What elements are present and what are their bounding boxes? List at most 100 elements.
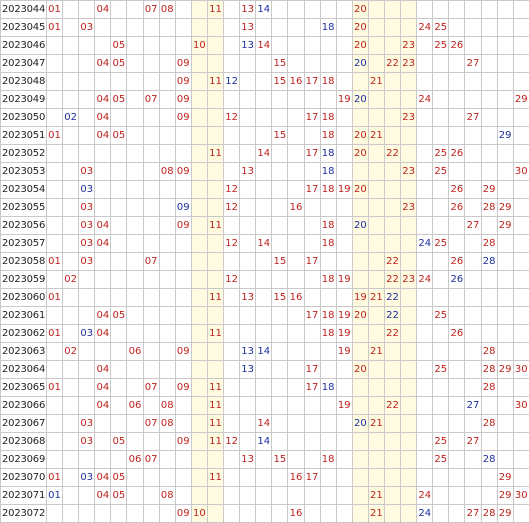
number-cell (288, 253, 304, 271)
number-cell (304, 343, 320, 361)
number-cell: 20 (352, 181, 368, 199)
number-cell (336, 199, 352, 217)
number-cell (433, 379, 449, 397)
number-cell: 17 (304, 181, 320, 199)
number-cell (417, 451, 433, 469)
number-cell (191, 469, 207, 487)
number-cell (497, 91, 513, 109)
period-label: 2023061 (1, 307, 47, 325)
period-label: 2023066 (1, 397, 47, 415)
number-cell: 26 (449, 37, 465, 55)
number-cell (368, 37, 384, 55)
number-cell (63, 55, 79, 73)
number-cell: 27 (465, 109, 481, 127)
number-cell (207, 199, 223, 217)
number-cell (63, 397, 79, 415)
number-cell (433, 469, 449, 487)
number-cell (320, 55, 336, 73)
number-cell (63, 487, 79, 505)
number-cell (95, 343, 111, 361)
number-cell (191, 127, 207, 145)
number-cell (256, 325, 272, 343)
number-cell: 26 (449, 199, 465, 217)
number-cell: 09 (175, 505, 191, 523)
number-cell (159, 91, 175, 109)
number-cell (191, 397, 207, 415)
number-cell (224, 343, 240, 361)
number-cell (513, 343, 529, 361)
number-cell: 05 (111, 433, 127, 451)
number-cell (111, 379, 127, 397)
number-cell (449, 235, 465, 253)
number-cell (513, 433, 529, 451)
number-cell (320, 289, 336, 307)
number-cell: 15 (272, 289, 288, 307)
number-cell (288, 145, 304, 163)
number-cell (224, 217, 240, 235)
number-cell (417, 325, 433, 343)
number-cell (63, 163, 79, 181)
number-cell (224, 397, 240, 415)
number-cell: 19 (336, 397, 352, 415)
number-cell (159, 199, 175, 217)
number-cell (417, 199, 433, 217)
number-cell (175, 181, 191, 199)
number-cell: 26 (449, 181, 465, 199)
number-cell (159, 343, 175, 361)
number-cell: 09 (175, 109, 191, 127)
number-cell (401, 361, 417, 379)
number-cell (143, 37, 159, 55)
number-cell (207, 37, 223, 55)
number-cell: 04 (95, 91, 111, 109)
number-cell (352, 397, 368, 415)
number-cell (384, 73, 400, 91)
number-cell: 01 (47, 379, 63, 397)
number-cell (79, 271, 95, 289)
number-cell (481, 163, 497, 181)
number-cell (207, 253, 223, 271)
number-cell (175, 451, 191, 469)
number-cell (143, 307, 159, 325)
period-label: 2023056 (1, 217, 47, 235)
number-cell (79, 379, 95, 397)
number-cell: 25 (433, 307, 449, 325)
number-cell (63, 181, 79, 199)
number-cell: 05 (111, 55, 127, 73)
number-cell: 12 (224, 433, 240, 451)
number-cell (47, 235, 63, 253)
number-cell (256, 73, 272, 91)
number-cell (127, 1, 143, 19)
number-cell (481, 127, 497, 145)
number-cell: 26 (449, 325, 465, 343)
number-cell (497, 415, 513, 433)
number-cell (304, 325, 320, 343)
number-cell (240, 145, 256, 163)
number-cell (401, 397, 417, 415)
number-cell: 01 (47, 253, 63, 271)
number-cell: 03 (79, 181, 95, 199)
number-cell (336, 505, 352, 523)
number-cell (111, 451, 127, 469)
number-cell (47, 37, 63, 55)
number-cell (465, 325, 481, 343)
number-cell: 29 (497, 217, 513, 235)
number-cell (207, 91, 223, 109)
number-cell (159, 433, 175, 451)
number-cell (272, 181, 288, 199)
number-cell (191, 361, 207, 379)
number-cell: 18 (320, 73, 336, 91)
number-cell (304, 217, 320, 235)
number-cell: 04 (95, 235, 111, 253)
number-cell: 09 (175, 343, 191, 361)
number-cell (143, 163, 159, 181)
number-cell (191, 163, 207, 181)
number-cell: 14 (256, 235, 272, 253)
number-cell: 20 (352, 1, 368, 19)
number-cell (320, 505, 336, 523)
number-cell (111, 343, 127, 361)
number-cell (63, 289, 79, 307)
